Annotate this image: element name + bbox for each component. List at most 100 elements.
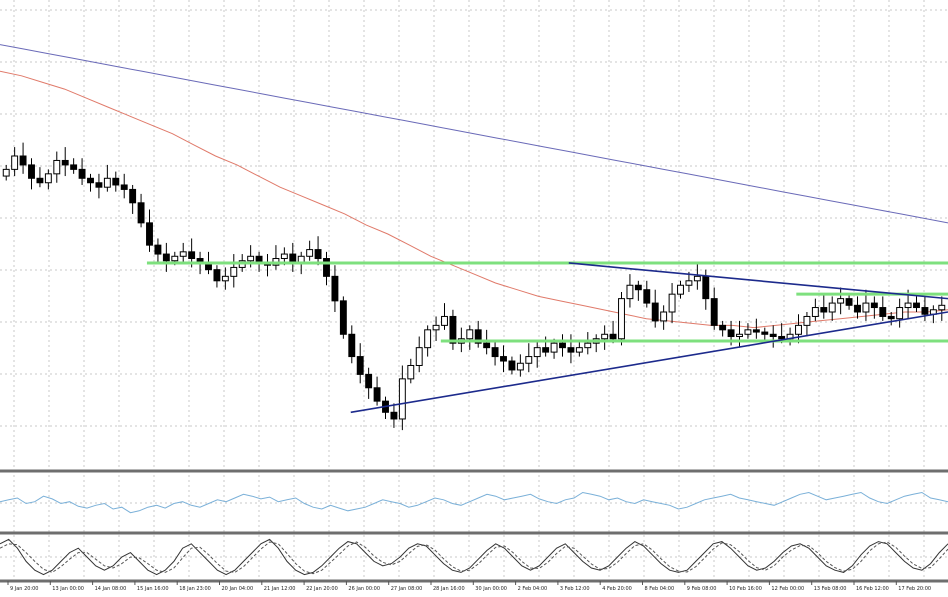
candle-body — [702, 275, 710, 300]
stochastic-signal-line — [0, 541, 948, 575]
candle-body — [811, 307, 819, 317]
x-axis: 9 Jan 20:00 13 Jan 00:00 14 Jan 08:00 15 Ja… — [7, 581, 931, 592]
candle-body — [795, 324, 802, 335]
candle-body — [19, 155, 27, 166]
candle-body — [230, 266, 238, 277]
candle-body — [862, 302, 870, 313]
candle-body — [938, 304, 946, 311]
candle-body — [78, 168, 86, 179]
candle-body — [752, 329, 760, 333]
triangle-upper-trendline — [568, 262, 948, 300]
x-tick-label: 30 Jan 00:00 — [475, 586, 507, 592]
candle-body — [441, 315, 448, 326]
fast-moving-average-line — [0, 70, 948, 329]
candle-body — [11, 155, 19, 170]
candle-body — [896, 307, 904, 320]
x-tick-label: 20 Jan 04:00 — [222, 586, 254, 592]
candle-body — [761, 331, 769, 335]
candle-body — [677, 284, 684, 295]
candle-body — [584, 342, 592, 349]
candle-body — [921, 307, 929, 315]
candle-body — [390, 411, 398, 420]
candle-body — [339, 300, 347, 335]
candle-body — [601, 333, 609, 340]
x-tick-label: 9 Jan 20:00 — [10, 586, 38, 592]
candle-body — [643, 289, 651, 304]
candle-body — [693, 275, 701, 282]
candle-body — [609, 333, 617, 340]
candle-body — [533, 347, 541, 358]
x-tick-label: 4 Feb 20:00 — [602, 586, 632, 592]
x-tick-label: 12 Feb 00:00 — [771, 586, 804, 592]
triangle-pattern-layer — [350, 262, 948, 414]
candle-body — [188, 251, 196, 260]
candlestick-layer[interactable] — [2, 142, 946, 431]
x-tick-label: 2 Feb 04:00 — [518, 586, 548, 592]
candle-body — [845, 298, 853, 306]
triangle-lower-trendline — [350, 311, 948, 414]
candle-body — [904, 302, 912, 309]
candle-body — [542, 347, 550, 353]
candle-body — [879, 307, 887, 317]
candle-body — [356, 356, 364, 375]
candle-body — [769, 333, 777, 338]
candle-body — [424, 329, 432, 349]
x-tick-label: 22 Jan 20:00 — [306, 586, 338, 592]
candle-body — [525, 356, 533, 364]
candle-body — [660, 311, 668, 322]
candle-body — [778, 336, 786, 340]
candle-body — [803, 315, 811, 326]
x-tick-label: 27 Jan 08:00 — [391, 586, 423, 592]
candle-body — [28, 164, 35, 179]
candle-body — [154, 244, 162, 255]
panel-separator-bar — [0, 579, 948, 583]
oscillator-panel — [0, 491, 948, 514]
candle-body — [508, 360, 516, 371]
x-tick-label: 15 Jan 16:00 — [137, 586, 169, 592]
x-tick-label: 8 Feb 04:00 — [645, 586, 675, 592]
panel-separators — [0, 469, 948, 583]
x-tick-label: 14 Jan 08:00 — [95, 586, 127, 592]
candle-body — [179, 251, 187, 257]
x-tick-label: 28 Jan 16:00 — [433, 586, 465, 592]
candle-body — [559, 342, 566, 349]
candle-body — [668, 293, 676, 313]
candle-body — [280, 253, 288, 260]
candle-body — [112, 177, 120, 186]
candle-body — [120, 184, 128, 190]
stochastic-panel — [0, 538, 948, 576]
candle-body — [221, 275, 229, 282]
candle-body — [95, 182, 103, 188]
candle-body — [162, 253, 170, 262]
candle-body — [820, 307, 828, 313]
candle-body — [44, 173, 52, 184]
candle-body — [415, 347, 423, 366]
candle-body — [2, 168, 10, 177]
candle-body — [710, 298, 718, 326]
stochastic-main-line — [0, 538, 948, 576]
candle-body — [550, 342, 558, 353]
candle-body — [348, 333, 356, 358]
candle-body — [634, 284, 642, 291]
candle-body — [870, 302, 878, 309]
x-tick-label: 16 Feb 12:00 — [856, 586, 889, 592]
candle-body — [323, 258, 330, 277]
candle-body — [146, 222, 153, 246]
candle-body — [744, 329, 752, 335]
candle-body — [626, 284, 634, 300]
candle-body — [449, 315, 457, 344]
candle-body — [247, 255, 255, 262]
candle-body — [651, 302, 659, 322]
candle-body — [432, 324, 440, 331]
panel-separator-bar — [0, 469, 948, 473]
candle-body — [213, 269, 221, 282]
x-tick-label: 17 Feb 20:00 — [898, 586, 931, 592]
candle-body — [171, 255, 179, 262]
candle-body — [53, 159, 61, 175]
candle-body — [516, 362, 524, 371]
slow-moving-average-line — [0, 44, 948, 224]
candle-body — [736, 333, 743, 338]
candle-body — [828, 302, 836, 313]
candle-body — [837, 298, 845, 304]
